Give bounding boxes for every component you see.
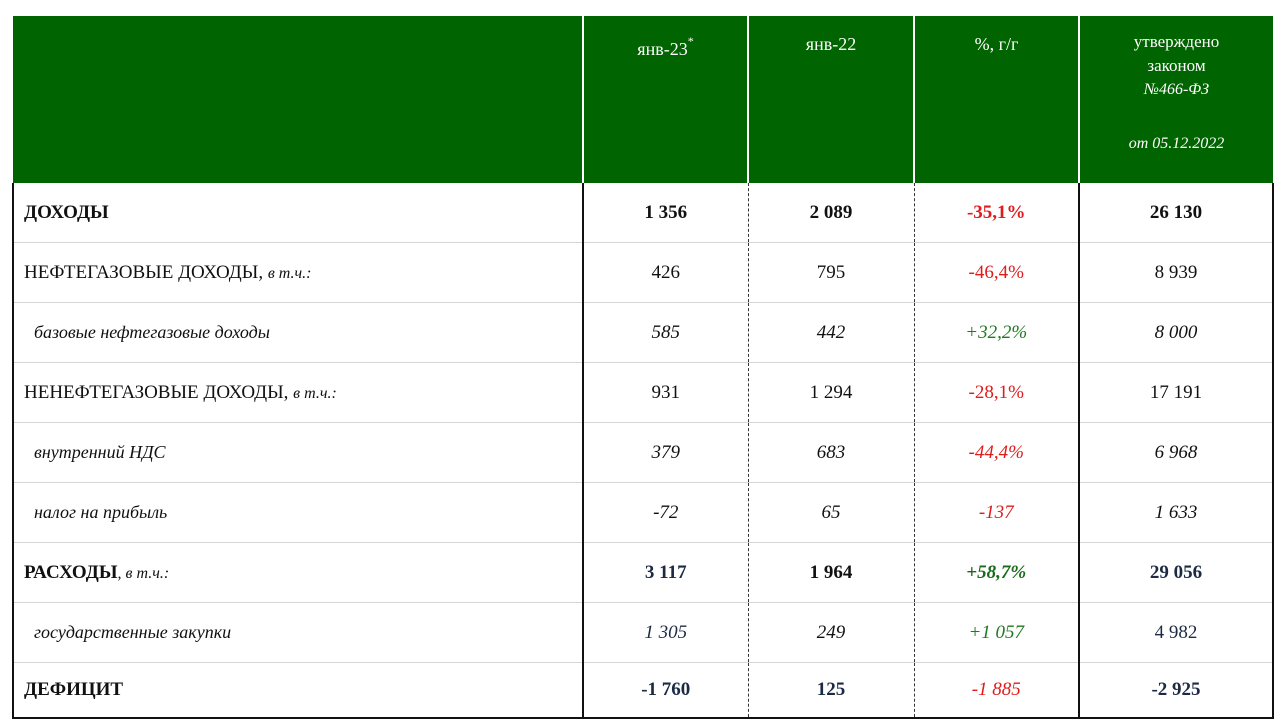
row-label-note: в т.ч.: — [267, 264, 312, 282]
header-approved-line2: законом — [1147, 56, 1206, 75]
cell-approved: 26 130 — [1079, 183, 1274, 243]
row-label: НЕНЕФТЕГАЗОВЫЕ ДОХОДЫ, в т.ч.: — [12, 362, 584, 423]
table-header: янв-23* янв-22 %, г/г утверждено законом… — [13, 16, 1273, 183]
table-row-profit-tax: налог на прибыль -72 65 -137 1 633 — [12, 482, 1274, 543]
table-row-revenues: ДОХОДЫ 1 356 2 089 -35,1% 26 130 — [12, 183, 1274, 243]
table-row-base-oil-gas: базовые нефтегазовые доходы 585 442 +32,… — [12, 302, 1274, 363]
cell-jan23: 1 305 — [583, 602, 749, 663]
cell-approved: 29 056 — [1079, 542, 1274, 603]
cell-yoy: +58,7% — [914, 542, 1080, 603]
footnote-mark: * — [687, 34, 694, 48]
header-approved-line1: утверждено — [1133, 32, 1220, 51]
cell-yoy: -35,1% — [914, 183, 1080, 243]
cell-approved: 4 982 — [1079, 602, 1274, 663]
cell-jan23: 379 — [583, 422, 749, 483]
row-label-text: ДОХОДЫ — [24, 201, 109, 223]
cell-approved: 6 968 — [1079, 422, 1274, 483]
cell-yoy: -1 885 — [914, 662, 1080, 719]
cell-yoy: +1 057 — [914, 602, 1080, 663]
cell-jan23: 931 — [583, 362, 749, 423]
row-label-note: , в т.ч.: — [117, 564, 170, 582]
table-row-deficit: ДЕФИЦИТ -1 760 125 -1 885 -2 925 — [12, 662, 1274, 719]
cell-yoy: +32,2% — [914, 302, 1080, 363]
cell-approved: -2 925 — [1079, 662, 1274, 719]
row-label: государственные закупки — [12, 602, 584, 663]
row-label: внутренний НДС — [12, 422, 584, 483]
cell-jan22: 125 — [748, 662, 915, 719]
row-label: ДОХОДЫ — [12, 183, 584, 243]
cell-jan22: 249 — [748, 602, 915, 663]
row-label: базовые нефтегазовые доходы — [12, 302, 584, 363]
table-row-oil-gas-revenues: НЕФТЕГАЗОВЫЕ ДОХОДЫ, в т.ч.: 426 795 -46… — [12, 242, 1274, 303]
header-jan22-label: янв-22 — [805, 34, 857, 54]
table-row-public-procurement: государственные закупки 1 305 249 +1 057… — [12, 602, 1274, 663]
row-label: РАСХОДЫ, в т.ч.: — [12, 542, 584, 603]
table-row-expenditures: РАСХОДЫ, в т.ч.: 3 117 1 964 +58,7% 29 0… — [12, 542, 1274, 603]
cell-approved: 8 000 — [1079, 302, 1274, 363]
row-label-text: базовые нефтегазовые доходы — [34, 322, 270, 342]
header-yoy-label: %, г/г — [974, 34, 1019, 54]
table-row-domestic-vat: внутренний НДС 379 683 -44,4% 6 968 — [12, 422, 1274, 483]
cell-yoy: -137 — [914, 482, 1080, 543]
cell-approved: 17 191 — [1079, 362, 1274, 423]
header-yoy: %, г/г — [913, 16, 1079, 183]
row-label-text: НЕНЕФТЕГАЗОВЫЕ ДОХОДЫ, — [24, 381, 289, 403]
header-jan22: янв-22 — [747, 16, 914, 183]
row-label: налог на прибыль — [12, 482, 584, 543]
cell-jan23: 426 — [583, 242, 749, 303]
header-approved-law: №466-ФЗ — [1143, 81, 1210, 98]
row-label-text: НЕФТЕГАЗОВЫЕ ДОХОДЫ, — [24, 261, 264, 283]
cell-approved: 8 939 — [1079, 242, 1274, 303]
cell-jan22: 683 — [748, 422, 915, 483]
header-jan23: янв-23* — [582, 16, 748, 183]
row-label-text: РАСХОДЫ — [24, 561, 118, 583]
cell-jan22: 1 964 — [748, 542, 915, 603]
row-label: ДЕФИЦИТ — [12, 662, 584, 719]
cell-jan22: 65 — [748, 482, 915, 543]
header-approved: утверждено законом №466-ФЗ от 05.12.2022 — [1078, 16, 1273, 183]
cell-jan22: 442 — [748, 302, 915, 363]
cell-jan22: 2 089 — [748, 183, 915, 243]
cell-jan23: 585 — [583, 302, 749, 363]
cell-yoy: -44,4% — [914, 422, 1080, 483]
row-label-note: в т.ч.: — [293, 384, 337, 402]
row-label: НЕФТЕГАЗОВЫЕ ДОХОДЫ, в т.ч.: — [12, 242, 584, 303]
cell-jan23: 1 356 — [583, 183, 749, 243]
row-label-text: ДЕФИЦИТ — [24, 679, 124, 700]
row-label-text: внутренний НДС — [34, 442, 166, 462]
cell-jan22: 1 294 — [748, 362, 915, 423]
table-row-non-oil-gas-revenues: НЕНЕФТЕГАЗОВЫЕ ДОХОДЫ, в т.ч.: 931 1 294… — [12, 362, 1274, 423]
cell-approved: 1 633 — [1079, 482, 1274, 543]
row-label-text: государственные закупки — [34, 622, 232, 642]
cell-jan23: 3 117 — [583, 542, 749, 603]
cell-jan22: 795 — [748, 242, 915, 303]
cell-jan23: -72 — [583, 482, 749, 543]
header-empty-cell — [13, 16, 583, 183]
header-jan23-label: янв-23 — [637, 39, 688, 59]
budget-table: янв-23* янв-22 %, г/г утверждено законом… — [12, 16, 1274, 719]
header-approved-date: от 05.12.2022 — [1128, 135, 1225, 152]
cell-yoy: -46,4% — [914, 242, 1080, 303]
cell-yoy: -28,1% — [914, 362, 1080, 423]
row-label-text: налог на прибыль — [34, 502, 168, 522]
cell-jan23: -1 760 — [583, 662, 749, 719]
